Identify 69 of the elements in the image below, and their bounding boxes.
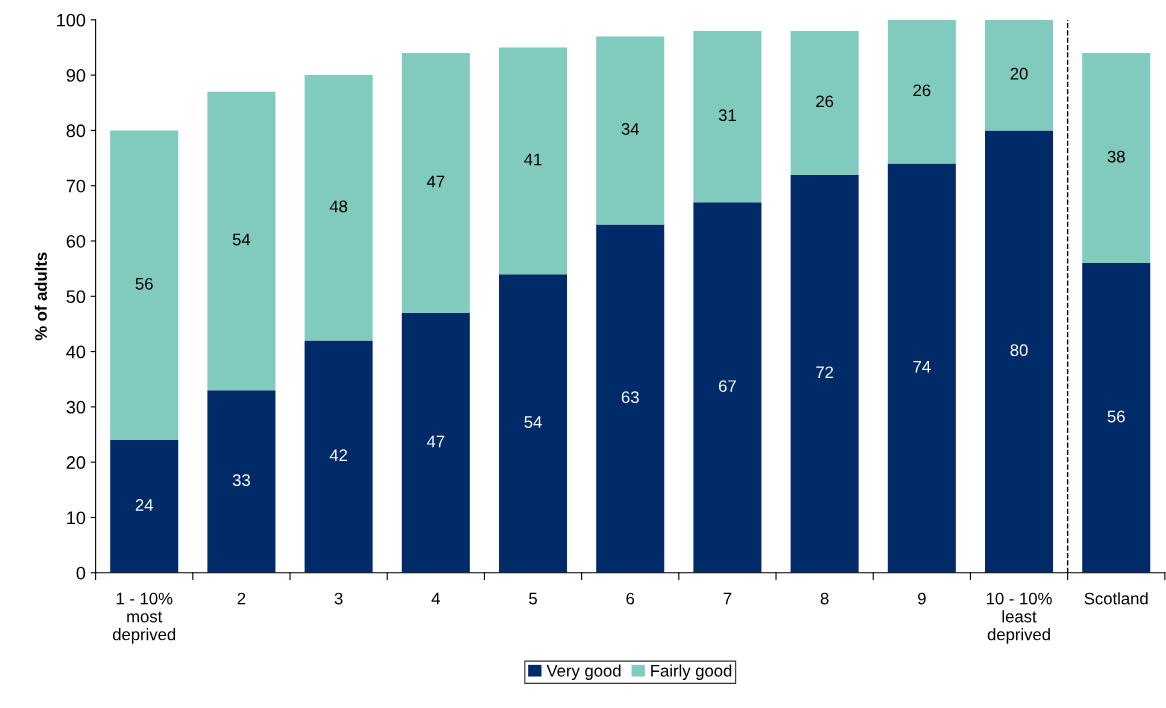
y-tick-label: 70 (66, 179, 86, 193)
x-tick-label: 1 - 10% most deprived (112, 592, 176, 644)
x-tick-label: 7 (723, 592, 732, 605)
bar (110, 440, 179, 573)
data-label: 54 (524, 416, 542, 428)
bar (499, 47, 568, 275)
x-tick-label: 6 (626, 592, 635, 605)
data-label: 47 (426, 435, 445, 448)
bar (207, 390, 276, 573)
x-tick-label: 5 (529, 592, 537, 605)
y-tick-label: 90 (66, 69, 86, 82)
bar (985, 19, 1054, 131)
data-label: 63 (621, 391, 639, 404)
y-tick-label: 60 (66, 234, 86, 248)
data-label: 48 (329, 200, 348, 213)
x-tick-label: 4 (431, 592, 440, 605)
y-tick-label: 100 (57, 13, 86, 27)
data-label: 41 (524, 153, 542, 166)
y-tick-label: 0 (76, 566, 86, 580)
bar (401, 312, 470, 573)
x-tick-label: 9 (917, 592, 926, 605)
x-tick-label: 2 (237, 592, 246, 605)
legend-label: Fairly good (651, 664, 732, 680)
bar (304, 75, 373, 341)
data-label: 26 (816, 95, 834, 108)
data-label: 33 (232, 474, 250, 487)
data-label: 31 (718, 109, 736, 122)
bar (693, 202, 762, 573)
bar (596, 224, 665, 573)
bar (790, 174, 859, 573)
x-tick-label: 3 (334, 592, 343, 605)
data-label: 20 (1010, 67, 1028, 80)
bar (207, 91, 276, 391)
data-label: 38 (1107, 150, 1125, 163)
y-tick-label: 10 (67, 511, 86, 525)
y-tick-label: 50 (66, 290, 86, 304)
y-tick-label: 80 (66, 124, 86, 138)
bar (887, 19, 956, 164)
bar (110, 130, 179, 441)
y-tick-label: 40 (66, 345, 86, 359)
bar (1082, 53, 1151, 264)
bar (1082, 263, 1151, 573)
x-tick-label: 8 (820, 592, 829, 605)
bar (596, 36, 665, 225)
bar (887, 163, 956, 573)
bar (790, 30, 859, 175)
data-label: 56 (1107, 410, 1125, 423)
data-label: 42 (329, 449, 348, 461)
x-tick-label: Scotland (1084, 592, 1148, 605)
bar (985, 130, 1054, 573)
y-tick-label: 30 (66, 400, 86, 414)
bar (401, 53, 470, 313)
data-label: 34 (621, 123, 640, 135)
data-label: 80 (1010, 344, 1028, 357)
legend-label: Very good (546, 664, 621, 680)
x-tick-label: 10 - 10% least deprived (986, 592, 1052, 644)
bar (304, 340, 373, 573)
data-label: 72 (816, 366, 834, 379)
data-label: 24 (135, 499, 153, 511)
data-label: 54 (232, 233, 251, 246)
data-label: 74 (913, 361, 931, 373)
data-label: 56 (135, 277, 153, 290)
data-label: 47 (426, 175, 445, 188)
bar (499, 274, 568, 573)
data-label: 26 (913, 84, 931, 97)
bar (693, 30, 762, 203)
y-axis-title: % of adults (34, 252, 47, 341)
y-tick-label: 20 (66, 456, 86, 469)
data-label: 67 (719, 380, 736, 393)
